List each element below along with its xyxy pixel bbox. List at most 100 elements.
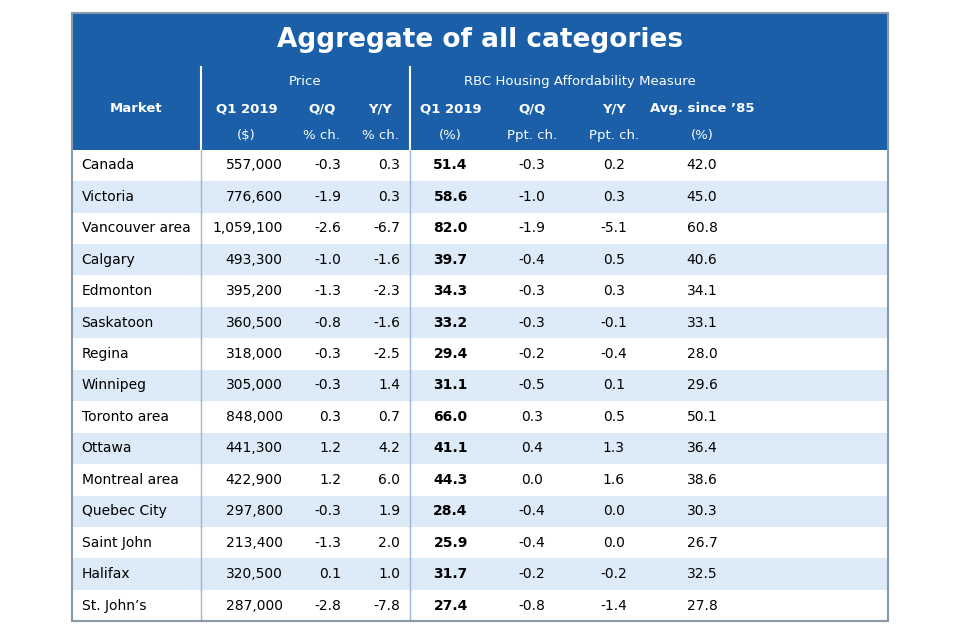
Text: Winnipeg: Winnipeg [82,378,147,392]
Bar [72,496,888,527]
Text: -0.5: -0.5 [518,378,545,392]
Text: Montreal area: Montreal area [82,473,179,487]
Text: 38.6: 38.6 [686,473,717,487]
Text: 2.0: 2.0 [378,536,400,550]
Text: 60.8: 60.8 [686,221,717,235]
Text: -0.3: -0.3 [315,347,342,361]
Text: Q1 2019: Q1 2019 [420,102,481,115]
Text: -0.8: -0.8 [518,598,545,612]
Text: 297,800: 297,800 [226,504,282,518]
Text: -0.8: -0.8 [315,316,342,330]
Text: 29.4: 29.4 [433,347,468,361]
Text: RBC Housing Affordability Measure: RBC Housing Affordability Measure [464,75,695,87]
Text: Ppt. ch.: Ppt. ch. [588,129,639,143]
Text: 0.7: 0.7 [378,410,400,424]
Text: 33.2: 33.2 [434,316,468,330]
Text: -6.7: -6.7 [373,221,400,235]
Text: 82.0: 82.0 [433,221,468,235]
Text: -1.4: -1.4 [600,598,627,612]
Text: 33.1: 33.1 [686,316,717,330]
Text: 0.2: 0.2 [603,158,625,172]
Text: 1.3: 1.3 [603,441,625,455]
Text: 32.5: 32.5 [686,567,717,581]
Bar [72,370,888,401]
Text: 213,400: 213,400 [226,536,282,550]
Text: 0.1: 0.1 [320,567,342,581]
Text: 287,000: 287,000 [226,598,282,612]
Bar [72,212,888,244]
Text: -2.8: -2.8 [315,598,342,612]
Text: Avg. since ’85: Avg. since ’85 [650,102,755,115]
Text: 29.6: 29.6 [686,378,717,392]
Text: Saskatoon: Saskatoon [82,316,154,330]
Text: 0.0: 0.0 [521,473,543,487]
Text: Q/Q: Q/Q [308,102,335,115]
Text: Ppt. ch.: Ppt. ch. [507,129,558,143]
Text: Ottawa: Ottawa [82,441,132,455]
Text: -1.9: -1.9 [315,190,342,204]
Text: 848,000: 848,000 [226,410,282,424]
Text: Price: Price [289,75,322,87]
Text: Victoria: Victoria [82,190,134,204]
Bar [72,527,888,559]
Text: -1.0: -1.0 [518,190,545,204]
Text: 0.3: 0.3 [521,410,543,424]
Text: 1.9: 1.9 [378,504,400,518]
Text: 0.3: 0.3 [603,190,625,204]
Text: 0.3: 0.3 [378,158,400,172]
Text: -0.3: -0.3 [315,378,342,392]
Text: Calgary: Calgary [82,253,135,267]
Text: 305,000: 305,000 [226,378,282,392]
Text: 58.6: 58.6 [433,190,468,204]
Text: -0.4: -0.4 [600,347,627,361]
Text: 28.0: 28.0 [686,347,717,361]
Bar [72,464,888,496]
Text: 34.3: 34.3 [434,284,468,298]
Text: -0.2: -0.2 [600,567,627,581]
Text: 360,500: 360,500 [226,316,282,330]
Bar [72,244,888,275]
Text: -1.9: -1.9 [518,221,545,235]
Text: Q1 2019: Q1 2019 [216,102,277,115]
Text: Aggregate of all categories: Aggregate of all categories [276,27,684,53]
Text: -5.1: -5.1 [600,221,627,235]
Text: 0.3: 0.3 [320,410,342,424]
Bar [72,150,888,181]
Text: 26.7: 26.7 [686,536,717,550]
Text: Saint John: Saint John [82,536,152,550]
Text: 41.1: 41.1 [433,441,468,455]
Text: 36.4: 36.4 [686,441,717,455]
Text: -2.3: -2.3 [373,284,400,298]
Text: (%): (%) [690,129,713,143]
Text: -0.4: -0.4 [518,536,545,550]
Text: 50.1: 50.1 [686,410,717,424]
Bar [72,339,888,370]
Text: -0.2: -0.2 [518,567,545,581]
Text: 31.7: 31.7 [434,567,468,581]
Text: 776,600: 776,600 [226,190,282,204]
Bar [72,307,888,339]
Text: -1.3: -1.3 [315,536,342,550]
Text: -0.3: -0.3 [518,284,545,298]
Text: -0.3: -0.3 [315,504,342,518]
Text: -0.1: -0.1 [600,316,627,330]
Text: 4.2: 4.2 [378,441,400,455]
Text: (%): (%) [439,129,462,143]
Text: Quebec City: Quebec City [82,504,166,518]
Text: 0.3: 0.3 [378,190,400,204]
Text: -0.4: -0.4 [518,504,545,518]
Bar [72,590,888,621]
Text: Y/Y: Y/Y [369,102,393,115]
Bar [72,401,888,432]
Text: -2.6: -2.6 [315,221,342,235]
Text: Q/Q: Q/Q [518,102,546,115]
Text: Edmonton: Edmonton [82,284,153,298]
Text: Halifax: Halifax [82,567,131,581]
Text: 0.5: 0.5 [603,253,625,267]
Text: 320,500: 320,500 [226,567,282,581]
Text: Canada: Canada [82,158,134,172]
Text: 0.3: 0.3 [603,284,625,298]
Bar [72,432,888,464]
Text: 51.4: 51.4 [433,158,468,172]
Text: Toronto area: Toronto area [82,410,169,424]
